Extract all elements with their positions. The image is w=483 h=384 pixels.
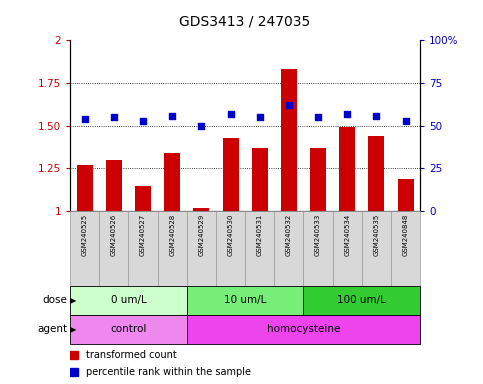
Text: GSM240525: GSM240525 bbox=[82, 214, 87, 256]
Bar bbox=[157, 211, 187, 286]
Text: ▶: ▶ bbox=[70, 296, 76, 305]
Text: ▶: ▶ bbox=[70, 325, 76, 334]
Text: GSM240848: GSM240848 bbox=[403, 214, 409, 256]
Bar bbox=[362, 211, 391, 286]
Bar bbox=[398, 179, 413, 211]
Point bbox=[81, 116, 88, 122]
Text: GSM240532: GSM240532 bbox=[286, 214, 292, 256]
Text: dose: dose bbox=[43, 295, 68, 306]
Bar bbox=[333, 211, 362, 286]
Bar bbox=[223, 138, 239, 211]
Bar bbox=[252, 148, 268, 211]
Text: control: control bbox=[110, 324, 146, 334]
Bar bbox=[310, 148, 326, 211]
Point bbox=[402, 118, 410, 124]
Bar bbox=[303, 211, 333, 286]
Text: GSM240528: GSM240528 bbox=[169, 214, 175, 256]
Bar bbox=[164, 153, 180, 211]
Bar bbox=[216, 211, 245, 286]
Text: GSM240530: GSM240530 bbox=[227, 214, 234, 256]
Bar bbox=[135, 185, 151, 211]
Text: agent: agent bbox=[38, 324, 68, 334]
Text: homocysteine: homocysteine bbox=[267, 324, 340, 334]
Bar bbox=[245, 211, 274, 286]
Text: GSM240535: GSM240535 bbox=[373, 214, 380, 256]
Bar bbox=[70, 286, 187, 315]
Bar bbox=[106, 160, 122, 211]
Text: percentile rank within the sample: percentile rank within the sample bbox=[86, 366, 251, 377]
Bar bbox=[187, 315, 420, 344]
Text: 0 um/L: 0 um/L bbox=[111, 295, 146, 306]
Bar bbox=[77, 165, 93, 211]
Text: GDS3413 / 247035: GDS3413 / 247035 bbox=[180, 15, 311, 29]
Text: GSM240533: GSM240533 bbox=[315, 214, 321, 256]
Bar bbox=[339, 127, 355, 211]
Bar bbox=[99, 211, 128, 286]
Bar bbox=[187, 211, 216, 286]
Bar bbox=[274, 211, 303, 286]
Point bbox=[110, 114, 118, 120]
Point bbox=[198, 123, 205, 129]
Text: GSM240527: GSM240527 bbox=[140, 214, 146, 256]
Bar bbox=[193, 208, 209, 211]
Text: 100 um/L: 100 um/L bbox=[338, 295, 386, 306]
Point bbox=[343, 111, 351, 117]
Point bbox=[314, 114, 322, 120]
Bar bbox=[70, 211, 99, 286]
Point bbox=[168, 113, 176, 119]
Text: GSM240526: GSM240526 bbox=[111, 214, 117, 256]
Text: GSM240531: GSM240531 bbox=[256, 214, 263, 256]
Bar bbox=[70, 315, 187, 344]
Point bbox=[256, 114, 264, 120]
Bar bbox=[128, 211, 157, 286]
Point bbox=[139, 118, 147, 124]
Point bbox=[227, 111, 234, 117]
Text: transformed count: transformed count bbox=[86, 350, 177, 360]
Bar bbox=[391, 211, 420, 286]
Bar bbox=[187, 286, 303, 315]
Text: 10 um/L: 10 um/L bbox=[224, 295, 266, 306]
Bar bbox=[369, 136, 384, 211]
Bar bbox=[281, 70, 297, 211]
Point bbox=[285, 102, 293, 108]
Bar bbox=[303, 286, 420, 315]
Text: GSM240529: GSM240529 bbox=[199, 214, 204, 256]
Text: GSM240534: GSM240534 bbox=[344, 214, 350, 256]
Point bbox=[372, 113, 380, 119]
